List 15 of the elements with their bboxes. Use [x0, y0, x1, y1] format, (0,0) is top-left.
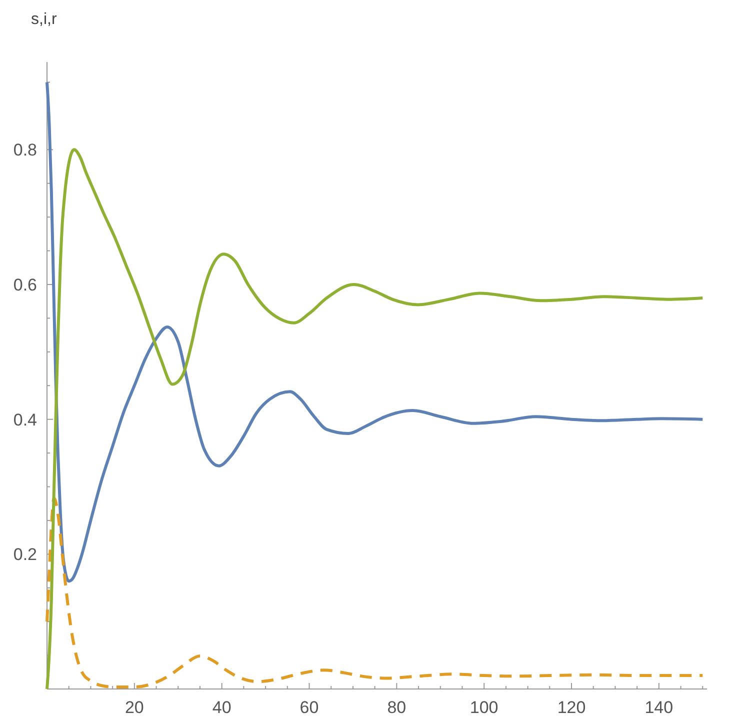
x-tick-label: 20	[124, 698, 144, 717]
line-series	[46, 80, 704, 583]
y-tick-label: 0.4	[13, 410, 37, 430]
y-axis-title: s,i,r	[31, 11, 58, 28]
y-tick-label: 0.6	[13, 275, 37, 294]
line-series	[46, 148, 704, 690]
x-tick-label: 120	[557, 698, 586, 717]
x-tick-label: 40	[212, 698, 232, 717]
x-tick-label: 140	[644, 698, 674, 717]
y-tick-label: 0.2	[13, 545, 37, 564]
x-tick-label: 80	[387, 698, 406, 717]
x-tick-label: 100	[470, 698, 498, 717]
y-tick-label: 0.8	[13, 140, 37, 160]
x-tick-label: 60	[300, 698, 319, 717]
line-series	[46, 496, 704, 688]
